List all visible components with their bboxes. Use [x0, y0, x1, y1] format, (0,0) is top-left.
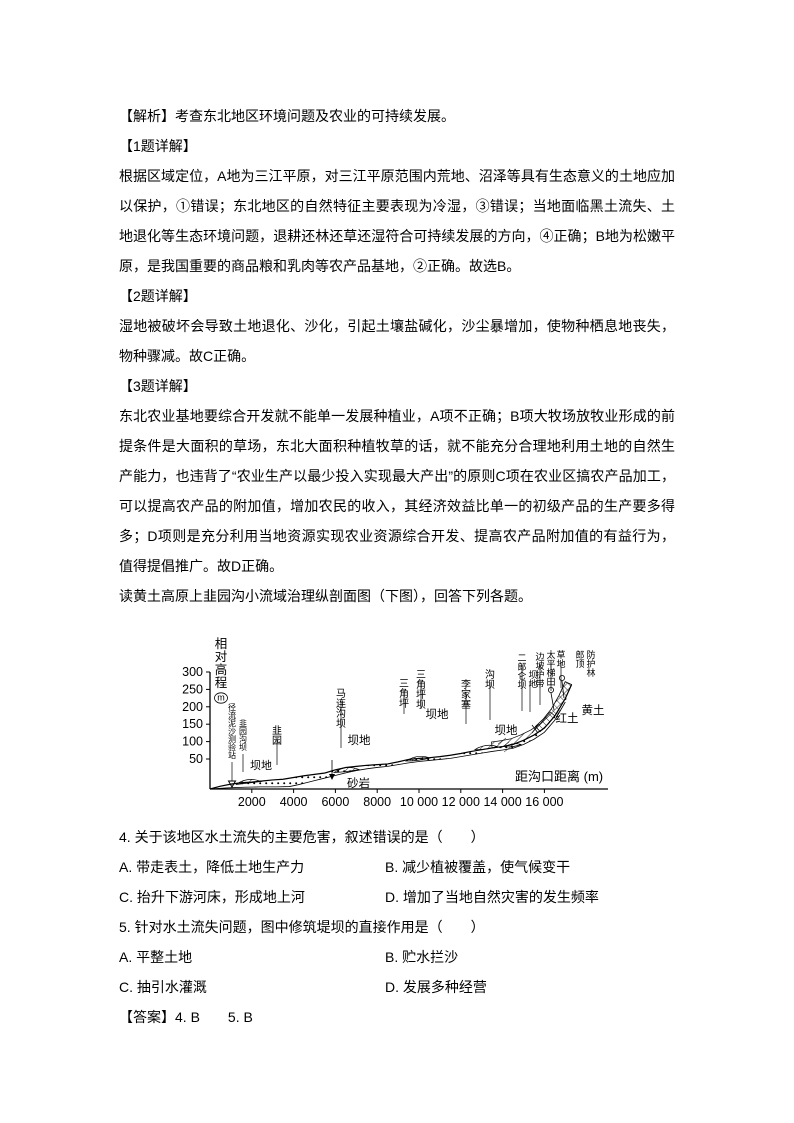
- svg-text:高: 高: [215, 662, 228, 677]
- svg-text:12 000: 12 000: [442, 795, 480, 809]
- svg-text:黄土: 黄土: [582, 703, 605, 717]
- svg-text:坝地: 坝地: [495, 723, 518, 737]
- svg-text:坝: 坝: [485, 679, 495, 691]
- svg-text:红土: 红土: [556, 712, 579, 725]
- svg-text:坝: 坝: [416, 699, 426, 711]
- svg-text:顶: 顶: [575, 659, 584, 669]
- svg-text:坝地: 坝地: [348, 733, 371, 747]
- svg-text:250: 250: [182, 682, 203, 696]
- svg-text:带: 带: [535, 679, 544, 689]
- svg-text:坪: 坪: [399, 697, 409, 710]
- svg-text:坝地: 坝地: [250, 758, 272, 772]
- svg-text:14 000: 14 000: [483, 795, 521, 809]
- svg-text:10 000: 10 000: [400, 795, 438, 809]
- svg-text:对: 对: [215, 650, 228, 664]
- svg-text:150: 150: [182, 717, 203, 731]
- svg-text:站: 站: [228, 750, 236, 760]
- svg-text:相: 相: [215, 637, 228, 651]
- svg-text:坝: 坝: [336, 718, 346, 730]
- svg-text:坝: 坝: [517, 680, 526, 690]
- svg-text:坝: 坝: [239, 743, 247, 752]
- svg-text:塞: 塞: [461, 698, 471, 711]
- svg-text:砂岩: 砂岩: [347, 776, 370, 790]
- svg-text:园: 园: [272, 735, 282, 747]
- svg-text:50: 50: [189, 752, 203, 766]
- svg-text:4000: 4000: [280, 795, 308, 809]
- svg-text:m: m: [217, 693, 225, 703]
- svg-text:距沟口距离 (m): 距沟口距离 (m): [515, 769, 603, 784]
- svg-text:程: 程: [215, 675, 228, 690]
- svg-text:6000: 6000: [321, 795, 349, 809]
- svg-text:地: 地: [556, 658, 565, 669]
- svg-text:200: 200: [182, 700, 203, 714]
- svg-text:16 000: 16 000: [525, 795, 563, 809]
- svg-text:100: 100: [182, 735, 203, 749]
- svg-text:2000: 2000: [238, 795, 266, 809]
- svg-text:田: 田: [546, 677, 555, 687]
- svg-text:林: 林: [586, 667, 595, 678]
- svg-text:坝地: 坝地: [426, 707, 449, 721]
- svg-text:8000: 8000: [363, 795, 391, 809]
- svg-text:300: 300: [182, 665, 203, 679]
